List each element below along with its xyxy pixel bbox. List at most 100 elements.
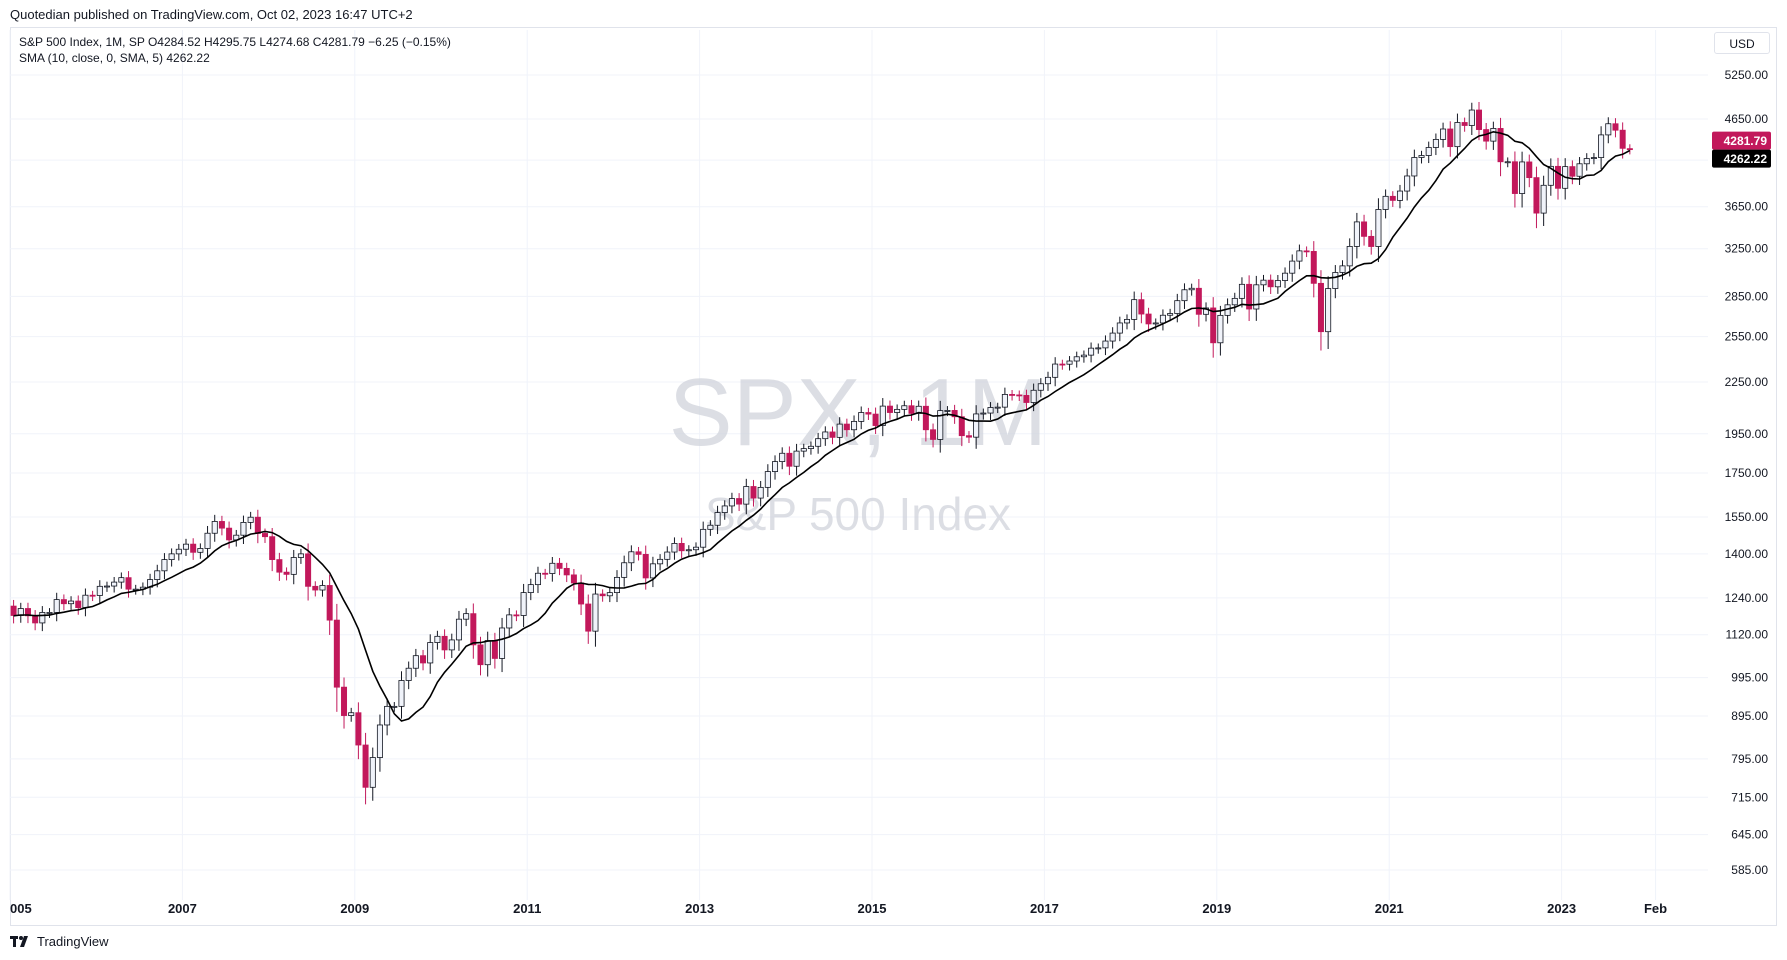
candle-body <box>1389 195 1396 201</box>
candle <box>1325 276 1332 349</box>
candle-body <box>1109 332 1116 342</box>
candle <box>1296 244 1303 270</box>
candle-body <box>728 498 735 507</box>
candle-body <box>908 405 915 414</box>
candle <box>793 443 800 476</box>
candle <box>815 432 822 454</box>
candle <box>1497 117 1504 177</box>
candle-body <box>1497 128 1504 163</box>
y-tick-label: 1750.00 <box>1725 466 1769 480</box>
candle-body <box>190 543 197 553</box>
candle <box>283 567 290 581</box>
candle-body <box>290 557 297 575</box>
candle-body <box>1296 250 1303 262</box>
candle-body <box>326 585 333 621</box>
candle <box>1583 153 1590 171</box>
candle-body <box>1303 250 1310 253</box>
candle <box>685 545 692 557</box>
candle <box>333 603 340 712</box>
candle <box>721 500 728 520</box>
time-axis: 005 2007 2009 2011 2013 2015 2017 2019 2021 2023 F… <box>10 901 1667 916</box>
candle <box>1052 357 1059 387</box>
candle <box>1023 389 1030 410</box>
y-tick-label: 3250.00 <box>1725 242 1769 256</box>
y-tick-label: 645.00 <box>1731 828 1768 842</box>
candle-body <box>642 553 649 579</box>
candle-body <box>348 712 355 716</box>
candle-body <box>1425 147 1432 156</box>
candle <box>1555 157 1562 200</box>
currency-button[interactable]: USD <box>1714 32 1770 54</box>
candle-body <box>1102 340 1109 349</box>
candle <box>125 571 132 598</box>
watermark: SPX, 1MS&P 500 Index <box>669 359 1048 540</box>
candle <box>980 408 987 420</box>
candle <box>1432 133 1439 156</box>
candle-body <box>240 522 247 536</box>
candle-body <box>585 603 592 632</box>
price-label-bg <box>1712 149 1771 168</box>
candle-body <box>1382 195 1389 210</box>
candle <box>1009 389 1016 401</box>
candle <box>369 747 376 801</box>
candle-body <box>1375 209 1382 247</box>
candle-body <box>204 532 211 549</box>
candle-body <box>858 412 865 422</box>
candle <box>1425 141 1432 164</box>
candle <box>197 543 204 559</box>
candle <box>1167 308 1174 322</box>
candle <box>1253 275 1260 321</box>
candle-body <box>635 551 642 555</box>
x-tick-label: 2023 <box>1547 901 1576 916</box>
candle-body <box>441 635 448 651</box>
candle-body <box>1547 165 1554 186</box>
candle-body <box>1044 376 1051 385</box>
candle-body <box>96 585 103 596</box>
candle <box>1612 118 1619 138</box>
candle-body <box>1332 272 1339 289</box>
chart-panel[interactable] <box>10 27 1777 926</box>
candle-body <box>1461 122 1468 126</box>
candle-body <box>707 524 714 530</box>
candle <box>1353 212 1360 259</box>
candle <box>348 707 355 722</box>
candle-body <box>556 562 563 569</box>
candle <box>894 404 901 419</box>
candle-body <box>657 558 664 565</box>
candle <box>1569 160 1576 185</box>
candle <box>1375 198 1382 263</box>
x-tick-label: 2017 <box>1030 901 1059 916</box>
candle-body <box>1253 284 1260 310</box>
candle <box>1195 279 1202 327</box>
candle-body <box>886 405 893 413</box>
candle-body <box>168 553 175 560</box>
candle <box>10 599 17 624</box>
candle <box>1037 378 1044 398</box>
candle <box>930 423 937 448</box>
candle-body <box>1174 300 1181 314</box>
candle <box>319 580 326 597</box>
candle-body <box>1073 356 1080 362</box>
candle <box>1598 126 1605 170</box>
candle <box>786 446 793 476</box>
candle <box>240 515 247 544</box>
candle <box>800 443 807 458</box>
candle-body <box>369 757 376 788</box>
y-tick-label: 1400.00 <box>1725 547 1769 561</box>
candle <box>1174 293 1181 323</box>
candle <box>362 732 369 805</box>
candle-body <box>793 450 800 467</box>
candle <box>599 589 606 602</box>
candle-body <box>721 505 728 513</box>
candle <box>1188 283 1195 296</box>
candle <box>233 529 240 547</box>
candle-body <box>39 612 46 624</box>
candle-body <box>269 536 276 560</box>
candle <box>570 569 577 591</box>
candle-body <box>211 521 218 534</box>
candle <box>649 556 656 588</box>
candle-body <box>1526 161 1533 179</box>
candle-body <box>1432 139 1439 148</box>
candle-body <box>865 412 872 415</box>
